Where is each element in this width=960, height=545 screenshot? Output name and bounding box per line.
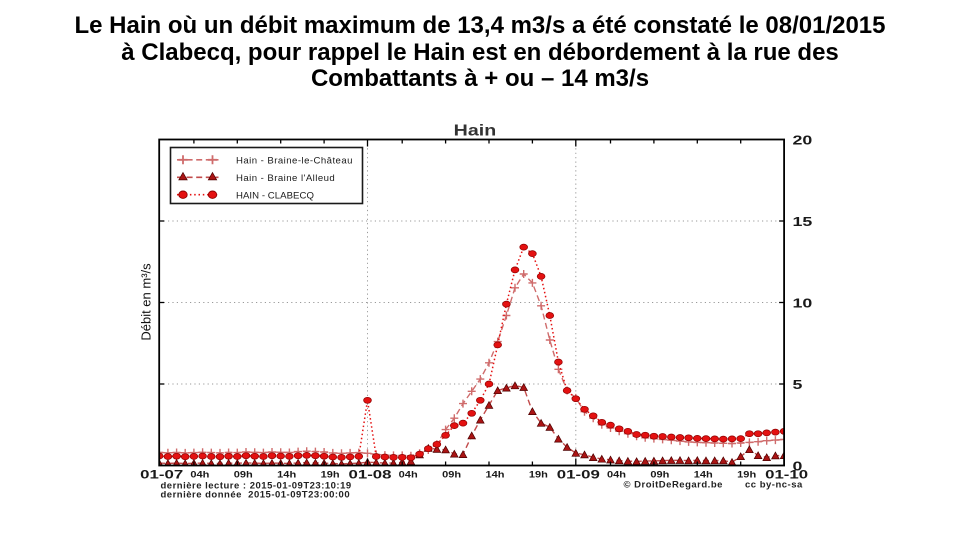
svg-text:0: 0 xyxy=(793,458,803,473)
svg-text:© DroitDeRegard.be: © DroitDeRegard.be xyxy=(624,480,723,491)
svg-text:01-09: 01-09 xyxy=(557,469,601,482)
svg-text:20: 20 xyxy=(793,132,813,147)
svg-text:01-10: 01-10 xyxy=(765,469,808,482)
svg-text:cc by-nc-sa: cc by-nc-sa xyxy=(745,480,803,491)
svg-text:10: 10 xyxy=(793,295,813,310)
svg-text:14h: 14h xyxy=(694,470,713,481)
svg-text:01-07: 01-07 xyxy=(140,469,183,482)
svg-text:Hain: Hain xyxy=(454,123,497,140)
svg-text:19h: 19h xyxy=(529,470,548,481)
svg-text:04h: 04h xyxy=(607,470,626,481)
svg-text:5: 5 xyxy=(793,377,803,392)
svg-text:14h: 14h xyxy=(277,470,296,481)
svg-text:09h: 09h xyxy=(442,470,461,481)
svg-text:15: 15 xyxy=(793,214,813,229)
svg-text:Débit en m³/s: Débit en m³/s xyxy=(139,263,154,341)
svg-text:19h: 19h xyxy=(737,470,756,481)
svg-text:09h: 09h xyxy=(650,470,669,481)
svg-text:Hain - Braine l'Alleud: Hain - Braine l'Alleud xyxy=(236,173,335,184)
svg-text:dernière donnée 2015-01-09T23: dernière donnée 2015-01-09T23:00:00 xyxy=(161,490,351,501)
svg-text:04h: 04h xyxy=(399,470,418,481)
svg-text:09h: 09h xyxy=(234,470,253,481)
svg-text:14h: 14h xyxy=(486,470,505,481)
svg-text:19h: 19h xyxy=(321,470,340,481)
svg-text:01-08: 01-08 xyxy=(349,469,393,482)
svg-text:04h: 04h xyxy=(190,470,209,481)
svg-text:dernière lecture : 2015-01-09T: dernière lecture : 2015-01-09T23:10:19 xyxy=(161,481,352,492)
svg-text:HAIN - CLABECQ: HAIN - CLABECQ xyxy=(236,190,314,201)
svg-text:Hain - Braine-le-Château: Hain - Braine-le-Château xyxy=(236,156,353,167)
